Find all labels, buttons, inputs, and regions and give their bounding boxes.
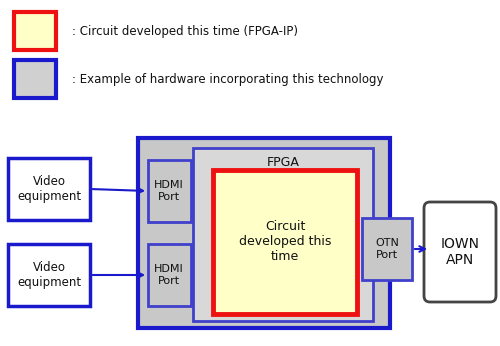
FancyBboxPatch shape [14, 60, 56, 98]
Text: HDMI
Port: HDMI Port [154, 264, 184, 286]
Text: HDMI
Port: HDMI Port [154, 180, 184, 202]
Text: OTN
Port: OTN Port [375, 238, 399, 260]
FancyBboxPatch shape [14, 12, 56, 50]
FancyBboxPatch shape [148, 244, 191, 306]
FancyBboxPatch shape [213, 170, 357, 314]
FancyBboxPatch shape [148, 160, 191, 222]
Text: Video
equipment: Video equipment [17, 261, 81, 289]
FancyBboxPatch shape [8, 244, 90, 306]
FancyBboxPatch shape [424, 202, 496, 302]
FancyBboxPatch shape [138, 138, 390, 328]
Text: FPGA: FPGA [266, 155, 300, 169]
Text: Video
equipment: Video equipment [17, 175, 81, 203]
Text: Circuit
developed this
time: Circuit developed this time [239, 220, 331, 264]
FancyBboxPatch shape [193, 148, 373, 321]
FancyBboxPatch shape [8, 158, 90, 220]
Text: : Example of hardware incorporating this technology: : Example of hardware incorporating this… [72, 73, 384, 85]
Text: : Circuit developed this time (FPGA-IP): : Circuit developed this time (FPGA-IP) [72, 25, 298, 37]
Text: IOWN
APN: IOWN APN [440, 237, 480, 267]
FancyBboxPatch shape [362, 218, 412, 280]
